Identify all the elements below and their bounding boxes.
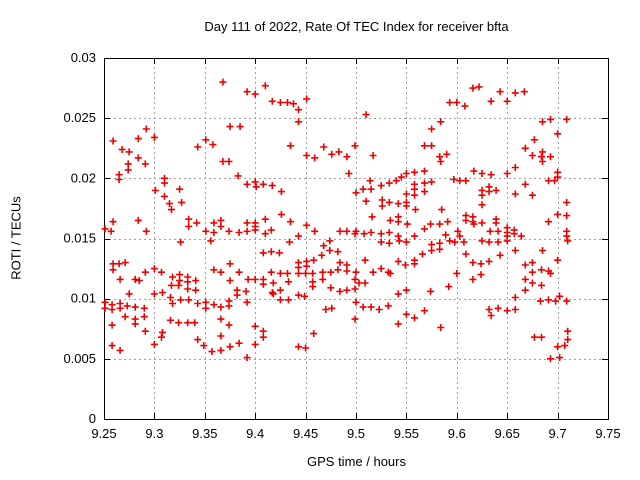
chart-title: Day 111 of 2022, Rate Of TEC Index for r…	[204, 19, 509, 34]
x-tick-label: 9.5	[347, 426, 365, 441]
x-tick-label: 9.4	[246, 426, 264, 441]
x-tick-label: 9.65	[495, 426, 520, 441]
x-tick-label: 9.3	[145, 426, 163, 441]
x-tick-label: 9.45	[293, 426, 318, 441]
x-tick-label: 9.55	[394, 426, 419, 441]
y-tick-label: 0.02	[71, 170, 96, 185]
plot-border	[104, 58, 609, 420]
x-tick-label: 9.25	[91, 426, 116, 441]
y-tick-label: 0.01	[71, 291, 96, 306]
x-tick-label: 9.6	[448, 426, 466, 441]
x-axis-label: GPS time / hours	[307, 454, 406, 469]
y-tick-label: 0.005	[63, 351, 96, 366]
x-tick-label: 9.75	[595, 426, 620, 441]
y-tick-label: 0.03	[71, 50, 96, 65]
y-tick-label: 0	[89, 411, 96, 426]
x-tick-label: 9.35	[192, 426, 217, 441]
y-tick-label: 0.015	[63, 231, 96, 246]
scatter-points	[101, 78, 572, 363]
x-tick-label: 9.7	[549, 426, 567, 441]
y-tick-label: 0.025	[63, 110, 96, 125]
